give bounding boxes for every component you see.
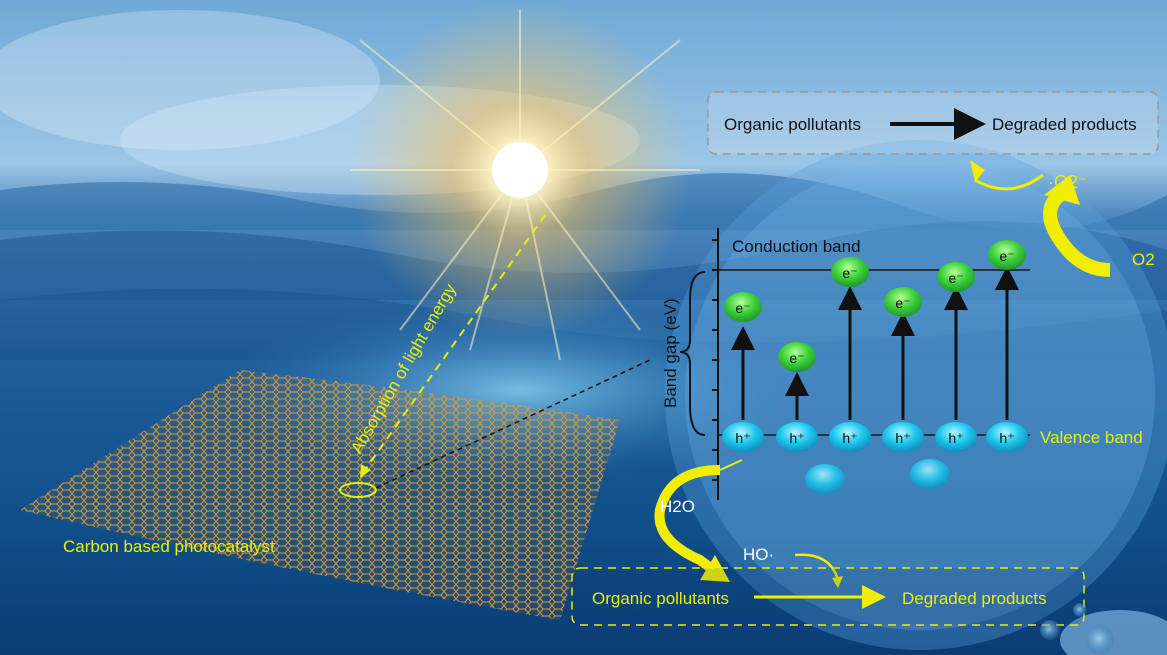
hole-label: h⁺ [842,430,857,446]
sun [350,0,700,361]
hole: h⁺ [882,422,924,452]
electron: e⁻ [724,292,762,322]
conduction-band-label: Conduction band [732,237,861,256]
hydroxyl-label: HO· [743,545,774,564]
electron: e⁻ [778,342,816,372]
valence-band-label: Valence band [1040,428,1143,447]
electron-label: e⁻ [895,295,910,311]
hole-label: h⁺ [948,430,963,446]
hole-label: h⁺ [895,430,910,446]
bubble [1086,626,1114,654]
band-gap-brace [679,271,706,436]
electron: e⁻ [937,262,975,292]
electron-label: e⁻ [999,248,1014,264]
superoxide-arrow [974,173,1044,191]
light-ray-arrowhead [360,464,371,478]
zoom-guide-line [375,359,651,489]
oxygen-reduction-arrow [1043,189,1111,277]
hole: h⁺ [986,422,1028,452]
oxygen-label: O2 [1132,250,1155,269]
electron: e⁻ [988,240,1026,270]
bubble [1040,620,1060,640]
top-organic-pollutants: Organic pollutants [724,115,861,134]
water-label: H2O [660,497,695,516]
bubble [1073,603,1087,617]
electron-label: e⁻ [735,300,750,316]
band-axis [712,228,719,500]
hole-label: h⁺ [789,430,804,446]
electron-label: e⁻ [842,265,857,281]
electron: e⁻ [884,287,922,317]
bottom-degraded-products: Degraded products [902,589,1047,608]
electron-label: e⁻ [948,270,963,286]
hole-label: h⁺ [735,430,750,446]
excitation-arrows [731,266,1019,420]
hole: h⁺ [935,422,977,452]
bottom-organic-pollutants: Organic pollutants [592,589,729,608]
hole: h⁺ [829,422,871,452]
top-reaction-box: Organic pollutants Degraded products [707,91,1159,155]
electron: e⁻ [831,257,869,287]
bottom-reaction-box: Organic pollutants Degraded products [571,567,1085,626]
hole: h⁺ [722,422,764,452]
top-degraded-products: Degraded products [992,115,1137,134]
band-gap-label: Band gap (eV) [661,298,680,408]
catalyst-label: Carbon based photocatalyst [63,537,275,556]
hydroxyl-arrow [794,553,840,581]
hole-label: h⁺ [999,430,1014,446]
electron-label: e⁻ [789,350,804,366]
empty-hole [910,459,950,489]
graphene-sheet [20,359,651,620]
band-diagram-glow [665,140,1167,650]
hole: h⁺ [776,422,818,452]
light-ray [364,214,546,471]
water-oxidation-arrow [654,465,723,579]
absorption-spot [339,482,377,498]
empty-hole [805,464,845,494]
